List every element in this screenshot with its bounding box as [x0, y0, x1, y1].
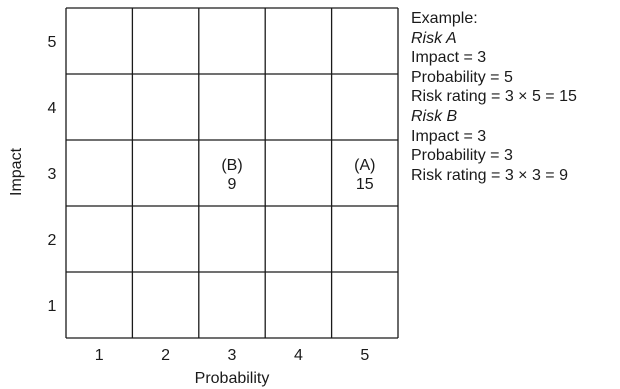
grid-lines [65, 7, 399, 339]
risk-matrix: 5 4 3 2 1 1 2 3 4 5 (B) 9 (A) 15 Impact Probability [8, 7, 399, 387]
probability-tick: 4 [294, 347, 303, 364]
probability-tick: 2 [161, 347, 170, 364]
probability-tick: 1 [95, 347, 104, 364]
impact-tick: 1 [48, 298, 57, 315]
cell-risk-value: 15 [356, 176, 374, 193]
impact-tick: 4 [48, 100, 57, 117]
risk-b-impact: Impact = 3 [411, 127, 487, 145]
impact-tick: 2 [48, 232, 57, 249]
risk-a-probability: Probability = 5 [411, 68, 513, 86]
cell-risk-label: (A) [354, 157, 375, 174]
risk-b-title: Risk B [411, 107, 458, 125]
probability-tick: 3 [228, 347, 237, 364]
risk-b-rating: Risk rating = 3 × 3 = 9 [411, 166, 568, 184]
impact-tick: 5 [48, 34, 57, 51]
impact-axis-ticks: 5 4 3 2 1 [48, 34, 57, 315]
impact-tick: 3 [48, 166, 57, 183]
risk-b-probability: Probability = 3 [411, 147, 513, 165]
probability-axis-label: Probability [195, 370, 270, 387]
risk-a-rating: Risk rating = 3 × 5 = 15 [411, 88, 577, 106]
example-panel: Example: Risk A Impact = 3 Probability =… [411, 9, 577, 185]
probability-tick: 5 [360, 347, 369, 364]
risk-a-impact: Impact = 3 [411, 49, 487, 67]
risk-a-title: Risk A [411, 29, 457, 47]
cell-risk-value: 9 [228, 176, 237, 193]
probability-axis-ticks: 1 2 3 4 5 [95, 347, 370, 364]
cell-labels: (B) 9 (A) 15 [221, 157, 375, 193]
cell-risk-label: (B) [221, 157, 242, 174]
example-heading: Example: [411, 10, 478, 27]
impact-axis-label: Impact [8, 147, 25, 196]
